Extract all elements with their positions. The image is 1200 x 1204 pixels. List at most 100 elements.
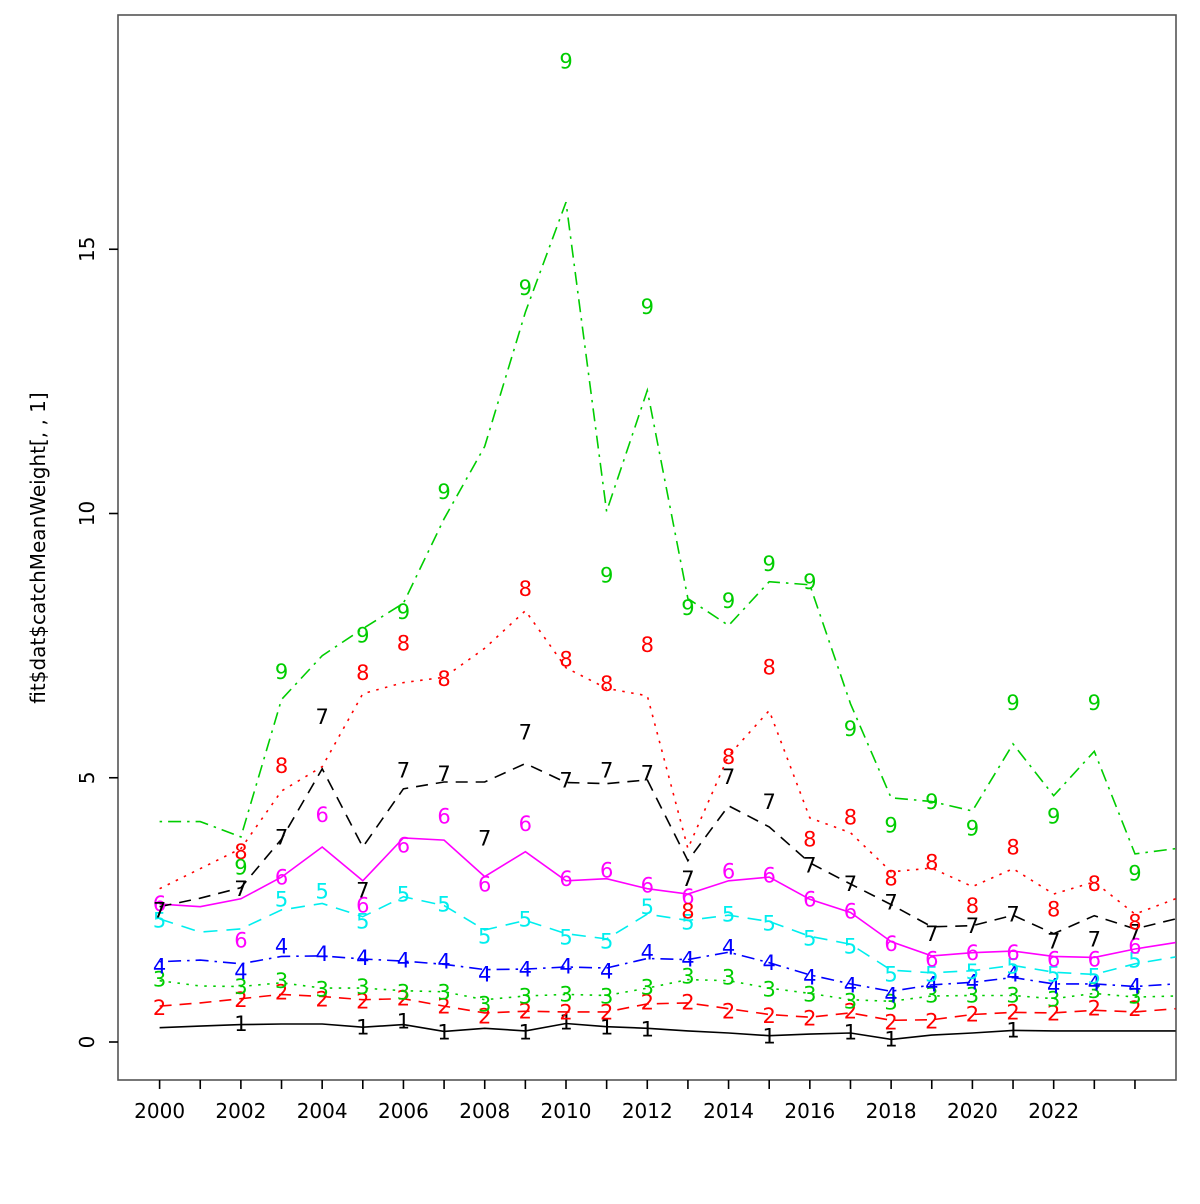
obs-label-age-5: 5	[1006, 954, 1019, 978]
obs-label-age-4: 4	[925, 972, 938, 996]
x-axis-tick-label: 2018	[866, 1099, 917, 1123]
obs-label-age-6: 6	[478, 872, 491, 896]
obs-label-age-6: 6	[844, 899, 857, 923]
obs-label-age-3: 3	[234, 975, 247, 999]
obs-label-age-5: 5	[356, 909, 369, 933]
obs-label-age-6: 6	[153, 892, 166, 916]
obs-label-age-9: 9	[397, 600, 410, 624]
obs-label-age-7: 7	[397, 758, 410, 782]
series-line-age-7	[159, 762, 1176, 935]
series-line-age-6	[159, 837, 1176, 959]
obs-label-age-7: 7	[884, 890, 897, 914]
obs-label-age-7: 7	[275, 825, 288, 849]
obs-label-age-2: 2	[1006, 1000, 1019, 1024]
x-axis-tick-label: 2016	[784, 1099, 835, 1123]
obs-label-age-7: 7	[1088, 927, 1101, 951]
obs-label-age-1: 1	[437, 1020, 450, 1044]
obs-label-age-8: 8	[275, 754, 288, 778]
obs-label-age-9: 9	[275, 660, 288, 684]
obs-label-age-6: 6	[1088, 948, 1101, 972]
obs-label-age-9: 9	[966, 816, 979, 840]
obs-label-age-4: 4	[437, 950, 450, 974]
obs-label-age-8: 8	[1047, 897, 1060, 921]
obs-label-age-6: 6	[315, 803, 328, 827]
series-line-age-9	[159, 201, 1176, 855]
obs-label-age-9: 9	[722, 589, 735, 613]
obs-label-age-2: 2	[234, 988, 247, 1012]
series-line-age-5	[159, 895, 1176, 976]
obs-label-age-8: 8	[519, 577, 532, 601]
obs-label-age-8: 8	[681, 899, 694, 923]
obs-label-age-6: 6	[437, 804, 450, 828]
obs-label-age-8: 8	[763, 655, 776, 679]
obs-label-age-9: 9	[437, 480, 450, 504]
obs-label-age-4: 4	[397, 949, 410, 973]
obs-label-age-3: 3	[437, 980, 450, 1004]
obs-label-age-5: 5	[844, 934, 857, 958]
obs-label-age-9: 9	[925, 790, 938, 814]
obs-label-age-5: 5	[763, 912, 776, 936]
obs-label-age-8: 8	[437, 667, 450, 691]
obs-label-age-4: 4	[356, 946, 369, 970]
obs-label-age-3: 3	[722, 965, 735, 989]
obs-label-age-7: 7	[722, 765, 735, 789]
obs-label-age-9: 9	[1128, 861, 1141, 885]
obs-label-age-2: 2	[884, 1010, 897, 1034]
obs-label-age-3: 3	[1006, 983, 1019, 1007]
obs-label-age-6: 6	[1006, 941, 1019, 965]
obs-label-age-8: 8	[1006, 835, 1019, 859]
obs-label-age-1: 1	[234, 1012, 247, 1036]
obs-label-age-5: 5	[397, 883, 410, 907]
obs-label-age-9: 9	[763, 552, 776, 576]
obs-label-age-7: 7	[844, 872, 857, 896]
obs-label-age-7: 7	[1006, 903, 1019, 927]
obs-label-age-7: 7	[356, 878, 369, 902]
obs-label-age-1: 1	[763, 1025, 776, 1049]
obs-label-age-4: 4	[844, 973, 857, 997]
obs-label-age-3: 3	[478, 992, 491, 1016]
obs-label-age-2: 2	[844, 999, 857, 1023]
obs-label-age-3: 3	[925, 983, 938, 1007]
obs-label-age-9: 9	[1047, 804, 1060, 828]
obs-label-age-7: 7	[803, 853, 816, 877]
obs-label-age-6: 6	[1128, 934, 1141, 958]
obs-label-age-7: 7	[478, 826, 491, 850]
obs-label-age-5: 5	[315, 879, 328, 903]
obs-label-age-1: 1	[356, 1016, 369, 1040]
obs-label-age-8: 8	[844, 805, 857, 829]
obs-label-age-2: 2	[641, 990, 654, 1014]
obs-label-age-6: 6	[397, 833, 410, 857]
obs-label-age-1: 1	[519, 1020, 532, 1044]
obs-label-age-5: 5	[600, 930, 613, 954]
obs-label-age-7: 7	[1128, 921, 1141, 945]
series-line-age-8	[159, 609, 1176, 916]
obs-label-age-3: 3	[600, 985, 613, 1009]
obs-label-age-7: 7	[153, 898, 166, 922]
obs-label-age-9: 9	[234, 856, 247, 880]
obs-label-age-3: 3	[681, 964, 694, 988]
obs-label-age-7: 7	[600, 758, 613, 782]
obs-label-age-6: 6	[925, 948, 938, 972]
obs-label-age-3: 3	[275, 969, 288, 993]
obs-label-age-7: 7	[234, 877, 247, 901]
obs-label-age-9: 9	[519, 276, 532, 300]
obs-label-age-8: 8	[559, 647, 572, 671]
obs-label-age-3: 3	[966, 983, 979, 1007]
obs-label-age-2: 2	[397, 987, 410, 1011]
obs-label-age-4: 4	[803, 965, 816, 989]
obs-label-age-7: 7	[519, 720, 532, 744]
obs-label-age-4: 4	[275, 934, 288, 958]
obs-label-age-8: 8	[884, 867, 897, 891]
x-axis-tick-label: 2002	[215, 1099, 266, 1123]
obs-label-age-8: 8	[1128, 911, 1141, 935]
obs-label-age-6: 6	[356, 894, 369, 918]
x-axis-tick-label: 2020	[947, 1099, 998, 1123]
obs-label-age-7: 7	[681, 867, 694, 891]
obs-label-age-4: 4	[681, 948, 694, 972]
obs-label-age-8: 8	[356, 661, 369, 685]
obs-label-age-9: 9	[803, 570, 816, 594]
obs-label-age-8: 8	[722, 745, 735, 769]
obs-label-age-3: 3	[519, 985, 532, 1009]
obs-label-age-5: 5	[925, 962, 938, 986]
